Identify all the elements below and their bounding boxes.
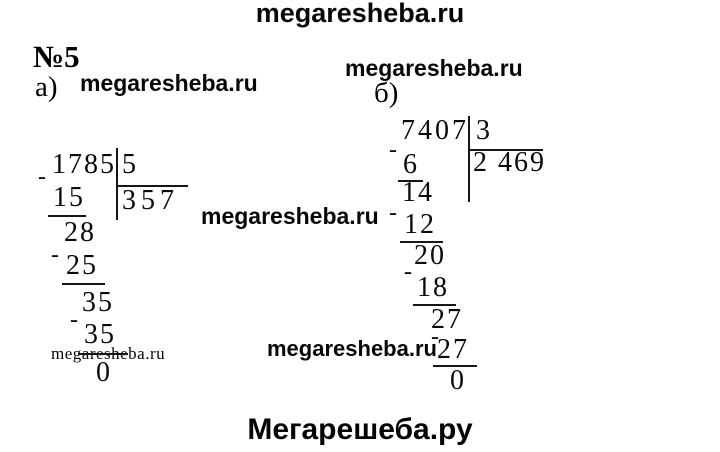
quotient: 357 — [122, 185, 179, 216]
site-footer-title: Мегарешеба.ру — [247, 413, 473, 446]
divisor: 5 — [122, 149, 138, 180]
minus-sign: - — [38, 164, 46, 190]
subtrahend: 6 — [403, 149, 419, 180]
subtrahend: 15 — [53, 182, 85, 213]
division-bracket-horizontal-line — [116, 185, 188, 187]
watermark-near-part-a: megaresheba.ru — [80, 70, 258, 96]
subtraction-underline — [78, 353, 128, 355]
subtraction-underline — [400, 241, 443, 243]
exercise-number: №5 — [33, 39, 80, 74]
subtraction-underline — [48, 215, 86, 217]
subtraction-underline — [433, 365, 477, 367]
subtrahend: 18 — [417, 272, 449, 303]
quotient: 2 469 — [473, 147, 546, 178]
partial-remainder: 27 — [431, 304, 463, 335]
division-bracket-horizontal-line — [468, 149, 543, 151]
minus-sign: - — [51, 242, 59, 268]
minus-sign: - — [389, 200, 397, 226]
partial-remainder: 35 — [82, 287, 114, 318]
watermark-center: megaresheba.ru — [201, 203, 379, 229]
part-a-label: а) — [35, 71, 58, 103]
division-bracket-vertical-line — [468, 116, 470, 202]
minus-sign: - — [431, 324, 439, 350]
watermark-top: megaresheba.ru — [255, 0, 465, 28]
subtraction-underline — [413, 304, 456, 306]
subtraction-underline — [62, 283, 105, 285]
division-bracket-vertical-line — [116, 148, 118, 220]
watermark-near-part-b: megaresheba.ru — [345, 55, 523, 81]
partial-remainder: 14 — [402, 177, 434, 208]
final-remainder: 0 — [96, 357, 112, 388]
final-remainder: 0 — [450, 365, 466, 396]
partial-remainder: 28 — [64, 217, 96, 248]
minus-sign: - — [389, 137, 397, 163]
divisor: 3 — [476, 115, 492, 146]
subtrahend: 25 — [66, 250, 98, 281]
subtrahend: 12 — [404, 209, 436, 240]
minus-sign: - — [70, 307, 78, 333]
subtrahend: 35 — [84, 319, 116, 350]
dividend: 1785 — [52, 149, 116, 180]
watermark-bottom-bold: megaresheba.ru — [267, 336, 437, 361]
dividend: 7407 — [401, 115, 469, 146]
subtrahend: 27 — [437, 334, 469, 365]
part-b-label: б) — [374, 77, 399, 109]
minus-sign: - — [404, 259, 412, 285]
subtraction-underline — [398, 180, 423, 182]
partial-remainder: 20 — [414, 240, 446, 271]
